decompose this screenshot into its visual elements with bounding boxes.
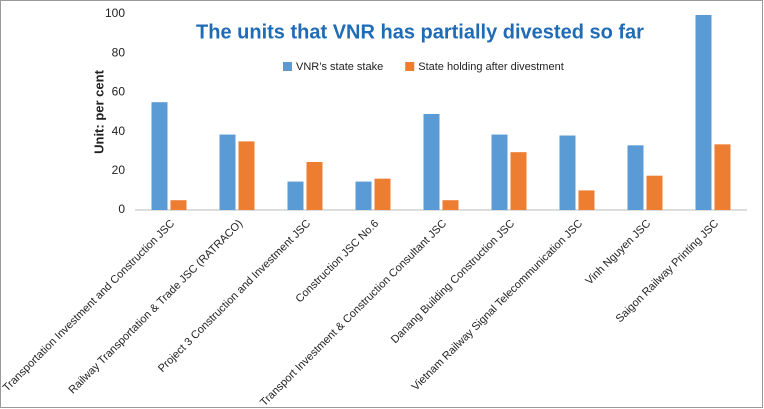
legend-label: State holding after divestment bbox=[418, 61, 564, 73]
bar bbox=[442, 200, 459, 210]
chart-title: The units that VNR has partially diveste… bbox=[196, 21, 644, 43]
bar bbox=[559, 135, 576, 210]
bar bbox=[423, 113, 440, 210]
bar bbox=[646, 175, 663, 210]
legend-swatch bbox=[405, 62, 415, 71]
y-tick-label: 60 bbox=[112, 85, 126, 99]
bar bbox=[355, 181, 372, 210]
bar bbox=[287, 181, 304, 210]
legend-swatch bbox=[283, 62, 292, 71]
bar bbox=[714, 144, 731, 210]
y-tick-label: 20 bbox=[112, 163, 126, 177]
bar bbox=[695, 14, 712, 211]
bar bbox=[374, 178, 391, 210]
legend-label: VNR’s state stake bbox=[296, 61, 383, 73]
y-tick-label: 100 bbox=[105, 6, 125, 20]
y-tick-label: 40 bbox=[112, 124, 126, 138]
bar bbox=[151, 102, 168, 210]
y-tick-label: 0 bbox=[118, 202, 125, 216]
bar bbox=[219, 134, 236, 210]
bar bbox=[578, 190, 595, 210]
y-axis-label: Unit: per cent bbox=[91, 69, 106, 153]
bar bbox=[306, 161, 323, 210]
bar bbox=[238, 141, 255, 210]
bar bbox=[170, 200, 187, 210]
bar bbox=[627, 145, 644, 210]
y-tick-label: 80 bbox=[112, 45, 126, 59]
bar bbox=[491, 134, 508, 210]
bar bbox=[510, 152, 527, 210]
